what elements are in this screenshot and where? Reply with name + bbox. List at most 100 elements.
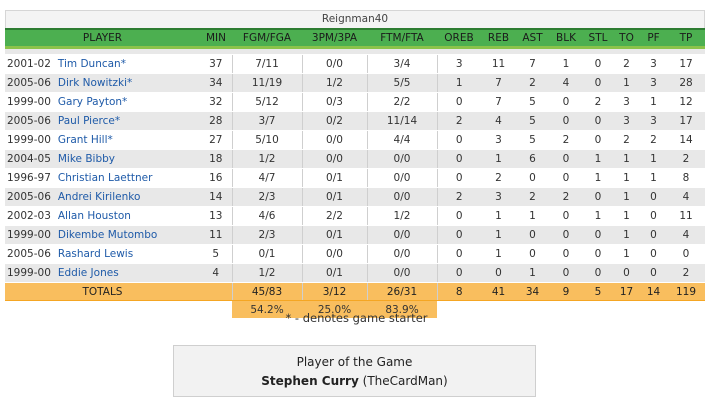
stat-ft: 2/2: [366, 92, 438, 112]
box-score: Reignman40 PLAYER MIN FGM/FGA 3PM/3PA FT…: [5, 10, 705, 319]
stat-ast: 0: [516, 168, 549, 188]
stat-oreb: 0: [437, 263, 481, 283]
player-season: 1999-00: [7, 229, 51, 241]
stat-tp3: 2/2: [302, 206, 367, 226]
stat-ft: 4/4: [366, 130, 438, 150]
player-row: 2005-06 Andrei Kirilenko 14 2/3 0/1 0/0 2 3 2 2 0 1…: [5, 187, 705, 207]
stat-fg: 3/7: [231, 111, 303, 131]
player-season: 2005-06: [7, 115, 51, 127]
col-header-3p[interactable]: 3PM/3PA: [302, 28, 367, 49]
stat-tp3: 0/2: [302, 111, 367, 131]
player-row: 1999-00 Grant Hill* 27 5/10 0/0 4/4 0 3 5 2 0 2 2 14: [5, 130, 705, 150]
player-season: 1999-00: [7, 134, 51, 146]
stat-reb: 1: [481, 206, 516, 226]
stat-reb: 7: [481, 73, 516, 93]
player-cell: 2001-02 Tim Duncan*: [5, 54, 200, 74]
team-name-bar: Reignman40: [5, 10, 705, 28]
stat-tp: 17: [667, 111, 705, 131]
totals-blk: 9: [549, 282, 583, 301]
stat-ast: 5: [516, 92, 549, 112]
stat-to: 0: [613, 263, 640, 283]
stat-oreb: 0: [437, 225, 481, 245]
col-header-tp[interactable]: TP: [667, 28, 705, 49]
player-link[interactable]: Andrei Kirilenko: [57, 191, 141, 203]
player-cell: 2005-06 Paul Pierce*: [5, 111, 200, 131]
player-link[interactable]: Allan Houston: [57, 210, 131, 222]
player-row: 1999-00 Dikembe Mutombo 11 2/3 0/1 0/0 0 1 0 0 0 1 0…: [5, 225, 705, 245]
player-link[interactable]: Grant Hill*: [57, 134, 113, 146]
stat-stl: 1: [583, 149, 613, 169]
stat-min: 16: [200, 168, 232, 188]
stat-oreb: 0: [437, 92, 481, 112]
col-header-oreb[interactable]: OREB: [437, 28, 481, 49]
player-cell: 2005-06 Rashard Lewis: [5, 244, 200, 264]
col-header-ft[interactable]: FTM/FTA: [367, 28, 437, 49]
stat-min: 5: [200, 244, 232, 264]
stat-ft: 0/0: [366, 168, 438, 188]
stat-stl: 2: [583, 92, 613, 112]
stat-blk: 1: [549, 54, 583, 74]
player-of-game-title: Player of the Game: [296, 355, 413, 369]
player-link[interactable]: Mike Bibby: [57, 153, 116, 165]
col-header-min[interactable]: MIN: [200, 28, 232, 49]
col-header-ast[interactable]: AST: [516, 28, 549, 49]
stat-pf: 3: [640, 54, 667, 74]
stat-fg: 11/19: [231, 73, 303, 93]
player-of-game-owner: (TheCardMan): [362, 374, 448, 388]
stat-tp3: 0/0: [302, 149, 367, 169]
stat-min: 32: [200, 92, 232, 112]
player-cell: 1996-97 Christian Laettner: [5, 168, 200, 188]
player-link[interactable]: Tim Duncan*: [57, 58, 126, 70]
stat-fg: 1/2: [231, 149, 303, 169]
player-link[interactable]: Dirk Nowitzki*: [57, 77, 133, 89]
player-season: 2005-06: [7, 191, 51, 203]
col-header-reb[interactable]: REB: [481, 28, 516, 49]
col-header-pf[interactable]: PF: [640, 28, 667, 49]
totals-row: TOTALS 45/83 3/12 26/31 8 41 34 9 5 17 1…: [5, 282, 705, 301]
stat-tp3: 0/0: [302, 130, 367, 150]
player-link[interactable]: Rashard Lewis: [57, 248, 134, 260]
stat-blk: 0: [549, 206, 583, 226]
stat-ft: 0/0: [366, 187, 438, 207]
stat-min: 4: [200, 263, 232, 283]
stat-oreb: 0: [437, 168, 481, 188]
stat-tp3: 0/3: [302, 92, 367, 112]
stat-to: 1: [613, 149, 640, 169]
stat-stl: 1: [583, 206, 613, 226]
totals-to: 17: [613, 282, 640, 301]
col-header-stl[interactable]: STL: [583, 28, 613, 49]
stat-reb: 3: [481, 130, 516, 150]
totals-3p: 3/12: [302, 282, 367, 301]
col-header-player[interactable]: PLAYER: [5, 28, 200, 49]
stat-to: 2: [613, 54, 640, 74]
stat-to: 1: [613, 206, 640, 226]
col-header-fg[interactable]: FGM/FGA: [232, 28, 302, 49]
stat-ast: 5: [516, 111, 549, 131]
stat-reb: 0: [481, 263, 516, 283]
player-link[interactable]: Christian Laettner: [57, 172, 153, 184]
stat-oreb: 3: [437, 54, 481, 74]
stat-stl: 0: [583, 225, 613, 245]
stat-to: 3: [613, 111, 640, 131]
player-link[interactable]: Paul Pierce*: [57, 115, 121, 127]
player-season: 2001-02: [7, 58, 51, 70]
stat-blk: 4: [549, 73, 583, 93]
player-season: 1996-97: [7, 172, 51, 184]
pct-fg: 54.2%: [232, 300, 302, 319]
player-link[interactable]: Gary Payton*: [57, 96, 128, 108]
stat-pf: 1: [640, 149, 667, 169]
stat-ast: 5: [516, 130, 549, 150]
player-of-game-name: Stephen Curry: [261, 374, 359, 388]
player-link[interactable]: Eddie Jones: [57, 267, 119, 279]
stat-oreb: 0: [437, 130, 481, 150]
stat-min: 34: [200, 73, 232, 93]
player-link[interactable]: Dikembe Mutombo: [57, 229, 158, 241]
col-header-blk[interactable]: BLK: [549, 28, 583, 49]
stat-oreb: 0: [437, 244, 481, 264]
stat-blk: 2: [549, 130, 583, 150]
stat-oreb: 0: [437, 206, 481, 226]
col-header-to[interactable]: TO: [613, 28, 640, 49]
stat-ft: 0/0: [366, 244, 438, 264]
player-season: 2002-03: [7, 210, 51, 222]
player-of-game-line: Stephen Curry (TheCardMan): [174, 374, 535, 388]
